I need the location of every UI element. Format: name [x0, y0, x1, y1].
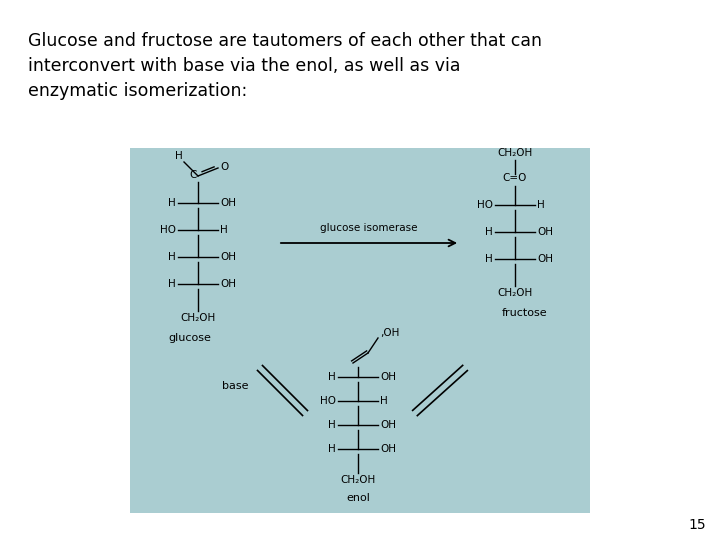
Text: 15: 15 — [688, 518, 706, 532]
Text: fructose: fructose — [502, 308, 548, 318]
Text: H: H — [485, 227, 493, 237]
Text: glucose: glucose — [168, 333, 212, 343]
Text: Glucose and fructose are tautomers of each other that can
interconvert with base: Glucose and fructose are tautomers of ea… — [28, 32, 542, 100]
Text: CH₂OH: CH₂OH — [181, 313, 215, 323]
Text: OH: OH — [537, 227, 553, 237]
Text: H: H — [537, 200, 545, 210]
Text: HO: HO — [320, 396, 336, 406]
Text: base: base — [222, 381, 248, 391]
Text: ,OH: ,OH — [380, 328, 400, 338]
Text: C: C — [189, 170, 197, 180]
Text: OH: OH — [220, 198, 236, 208]
Text: H: H — [175, 151, 183, 161]
Text: HO: HO — [160, 225, 176, 235]
Text: H: H — [168, 198, 176, 208]
Text: CH₂OH: CH₂OH — [498, 288, 533, 298]
Text: H: H — [485, 254, 493, 264]
Text: glucose isomerase: glucose isomerase — [320, 223, 418, 233]
Text: H: H — [168, 252, 176, 262]
Text: OH: OH — [380, 420, 396, 430]
Text: enol: enol — [346, 493, 370, 503]
Text: OH: OH — [380, 372, 396, 382]
Bar — [130, 148, 590, 513]
Text: OH: OH — [537, 254, 553, 264]
Text: H: H — [168, 279, 176, 289]
Text: OH: OH — [380, 444, 396, 454]
Text: H: H — [328, 444, 336, 454]
Text: HO: HO — [477, 200, 493, 210]
Text: OH: OH — [220, 252, 236, 262]
Text: OH: OH — [220, 279, 236, 289]
Text: O: O — [220, 162, 228, 172]
Text: H: H — [380, 396, 388, 406]
Text: H: H — [328, 372, 336, 382]
Text: H: H — [220, 225, 228, 235]
Text: CH₂OH: CH₂OH — [498, 148, 533, 158]
Text: CH₂OH: CH₂OH — [341, 475, 376, 485]
Text: H: H — [328, 420, 336, 430]
Text: C=O: C=O — [503, 173, 527, 183]
